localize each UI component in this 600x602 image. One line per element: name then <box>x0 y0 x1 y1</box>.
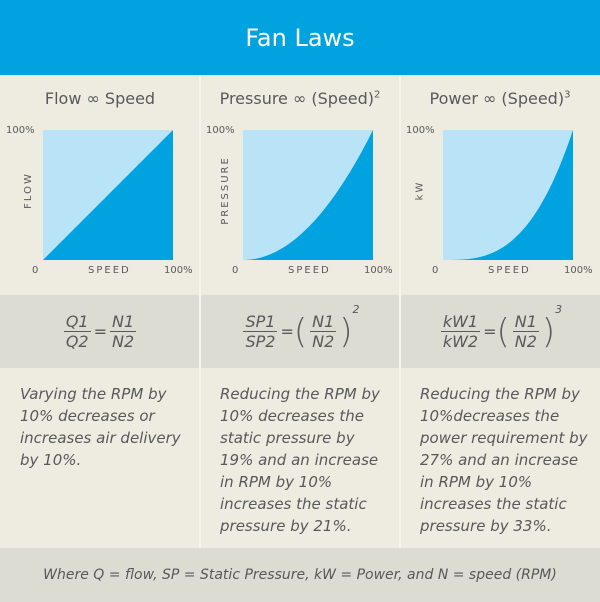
x-axis-label: SPEED <box>488 265 531 276</box>
y-max-label: 100% <box>6 125 35 136</box>
exponent: 2 <box>352 303 360 316</box>
y-axis-label: FLOW <box>22 172 34 209</box>
rhs-denominator: N2 <box>514 332 537 351</box>
lhs-numerator: Q1 <box>63 312 91 332</box>
fan-law-column: Flow ∞ Speed 100% 0 100% SPEED FLOW Q1 Q2… <box>0 75 200 548</box>
origin-label: 0 <box>32 265 39 276</box>
rhs-fraction: N1 N2 <box>310 312 337 351</box>
fan-law-column: Power ∞ (Speed)3 100% 0 100% SPEED kW kW… <box>400 75 600 548</box>
x-max-label: 100% <box>164 265 193 276</box>
y-max-label: 100% <box>206 125 235 136</box>
formula-band: SP1 SP2 =(N1 N2) 2 <box>200 295 400 368</box>
curve-area <box>443 130 573 260</box>
origin-label: 0 <box>232 265 239 276</box>
page-title: Fan Laws <box>245 23 355 52</box>
footer-text: Where Q = flow, SP = Static Pressure, kW… <box>43 567 557 583</box>
column-divider <box>399 75 401 548</box>
column-title: Power ∞ (Speed)3 <box>400 89 600 108</box>
title-exponent: 3 <box>564 89 571 101</box>
title-text: Flow ∞ Speed <box>44 89 156 108</box>
x-axis-label: SPEED <box>88 265 131 276</box>
equals-sign: = <box>483 322 497 341</box>
lhs-numerator: SP1 <box>243 312 278 332</box>
lhs-fraction: kW1 kW2 <box>440 312 481 351</box>
x-axis-label: SPEED <box>288 265 331 276</box>
equals-sign: = <box>280 322 294 341</box>
right-paren: ) <box>339 311 353 352</box>
rhs-fraction: N1 N2 <box>110 312 137 351</box>
rhs-denominator: N2 <box>112 332 135 351</box>
curve-plot <box>443 130 573 260</box>
left-paren: ( <box>496 311 510 352</box>
right-paren: ) <box>541 311 556 352</box>
lhs-denominator: Q2 <box>65 332 89 351</box>
column-title: Flow ∞ Speed <box>0 89 200 108</box>
rhs-fraction: N1 N2 <box>512 312 539 351</box>
curve-area <box>243 130 373 260</box>
rhs-numerator: N1 <box>110 312 137 332</box>
lhs-fraction: Q1 Q2 <box>63 312 91 351</box>
equals-sign: = <box>93 322 108 341</box>
description: Reducing the RPM by 10% decreases the st… <box>220 385 380 535</box>
title-text: Power ∞ (Speed) <box>429 89 565 108</box>
column-divider <box>199 75 201 548</box>
x-max-label: 100% <box>564 265 593 276</box>
left-paren: ( <box>293 311 308 352</box>
header: Fan Laws <box>0 0 600 75</box>
y-axis-label: PRESSURE <box>219 156 231 225</box>
description: Reducing the RPM by 10%decreases the pow… <box>420 385 588 535</box>
description: Varying the RPM by 10% decreases or incr… <box>20 385 181 469</box>
column-title: Pressure ∞ (Speed)2 <box>200 89 400 108</box>
formula-band: kW1 kW2 =(N1 N2) 3 <box>400 295 600 368</box>
exponent: 3 <box>555 303 563 316</box>
lhs-denominator: SP2 <box>245 332 276 351</box>
curve-plot <box>243 130 373 260</box>
lhs-numerator: kW1 <box>440 312 481 332</box>
curve-plot <box>43 130 173 260</box>
rhs-denominator: N2 <box>312 332 335 351</box>
title-text: Pressure ∞ (Speed) <box>219 89 375 108</box>
lhs-denominator: kW2 <box>442 332 479 351</box>
origin-label: 0 <box>432 265 439 276</box>
title-exponent: 2 <box>374 89 381 101</box>
rhs-numerator: N1 <box>512 312 539 332</box>
formula-band: Q1 Q2 = N1 N2 <box>0 295 200 368</box>
fan-law-column: Pressure ∞ (Speed)2 100% 0 100% SPEED PR… <box>200 75 400 548</box>
footer-legend: Where Q = flow, SP = Static Pressure, kW… <box>0 548 600 602</box>
y-axis-label: kW <box>414 180 426 201</box>
x-max-label: 100% <box>364 265 393 276</box>
rhs-numerator: N1 <box>310 312 337 332</box>
lhs-fraction: SP1 SP2 <box>243 312 278 351</box>
y-max-label: 100% <box>406 125 435 136</box>
curve-area <box>43 130 173 260</box>
